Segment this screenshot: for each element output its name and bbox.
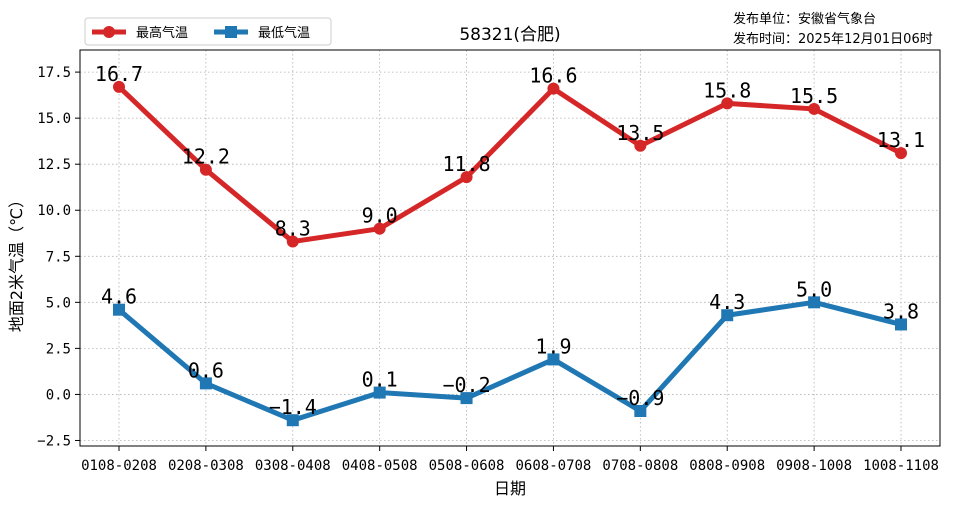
legend-frame [84, 17, 332, 46]
data-point-min [547, 353, 560, 366]
y-tick-label: 5.0 [46, 295, 71, 311]
x-tick-label: 0808-0908 [689, 458, 765, 474]
legend-label-max: 最高气温 [136, 25, 188, 41]
data-label-max: 15.8 [703, 78, 751, 102]
y-tick-label: 0.0 [46, 387, 71, 403]
data-label-max: 8.3 [275, 217, 311, 241]
data-label-min: 0.6 [188, 358, 224, 382]
data-label-max: 16.6 [529, 64, 577, 88]
chart-title: 58321(合肥) [459, 25, 560, 45]
x-tick-label: 0408-0508 [342, 458, 418, 474]
data-label-min: 5.0 [796, 277, 832, 301]
data-label-min: −1.4 [269, 395, 317, 419]
y-tick-label: 12.5 [37, 157, 71, 173]
legend-marker-max [103, 26, 115, 38]
publisher-unit: 发布单位：安徽省气象台 [733, 11, 876, 27]
y-tick-label: 7.5 [46, 249, 71, 265]
data-point-max [721, 97, 734, 110]
data-point-min [460, 392, 473, 405]
data-point-max [895, 147, 907, 160]
y-tick-label: 17.5 [37, 65, 71, 81]
data-point-max [286, 235, 299, 248]
legend-label-min: 最低气温 [258, 25, 310, 41]
legend-marker-min [225, 26, 237, 38]
y-tick-label: 15.0 [37, 111, 71, 127]
data-label-max: 9.0 [362, 204, 398, 228]
grid [80, 50, 940, 446]
data-point-min [895, 318, 907, 331]
data-point-min [721, 309, 734, 322]
data-label-max: 15.5 [790, 84, 838, 108]
y-tick-label: 2.5 [46, 341, 71, 357]
data-point-max [634, 139, 647, 152]
data-label-min: 0.1 [362, 368, 398, 392]
data-point-max [547, 82, 560, 95]
data-label-min: 3.8 [883, 299, 919, 323]
y-tick-label: 10.0 [37, 203, 71, 219]
data-point-max [808, 102, 821, 115]
data-point-min [373, 386, 386, 399]
x-tick-label: 0708-0808 [602, 458, 678, 474]
series-layer [113, 80, 907, 427]
y-tick-label: −2.5 [37, 433, 71, 449]
x-tick-label: 0108-0208 [81, 458, 157, 474]
legend: 最高气温 最低气温 [84, 17, 332, 46]
x-tick-label: 0308-0408 [255, 458, 331, 474]
legend-items: 最高气温 最低气温 [92, 25, 310, 41]
data-labels: 16.7 12.2 8.3 9.0 11.8 16.6 13.5 15.8 15.5 13.1 4.… [95, 62, 925, 419]
x-tick-label: 0608-0708 [516, 458, 592, 474]
data-label-min: 1.9 [535, 334, 571, 358]
data-label-min: −0.9 [616, 386, 664, 410]
y-axis-ticks: −2.5 0.0 2.5 5.0 7.5 10.0 12.5 15.0 17.5 [37, 65, 80, 449]
data-point-min [286, 414, 299, 427]
data-label-max: 16.7 [95, 62, 143, 86]
series-line-max [116, 84, 904, 245]
x-tick-label: 0508-0608 [429, 458, 505, 474]
data-label-max: 13.1 [877, 128, 925, 152]
data-point-min [808, 296, 821, 309]
data-point-min [113, 303, 125, 316]
plot-frame [79, 49, 941, 447]
data-point-min [199, 377, 212, 390]
data-label-max: 11.8 [442, 152, 490, 176]
x-axis-ticks: 0108-0208 0208-0308 0308-0408 0408-0508 0508… [81, 446, 939, 474]
data-label-min: 4.3 [709, 290, 745, 314]
series-line-min [116, 299, 904, 423]
x-tick-label: 0908-1008 [776, 458, 852, 474]
x-tick-label: 1008-1108 [863, 458, 939, 474]
data-point-max [199, 163, 212, 176]
x-tick-label: 0208-0308 [168, 458, 244, 474]
data-point-max [113, 80, 125, 93]
publisher-time: 发布时间：2025年12月01日06时 [733, 31, 933, 47]
x-axis-label: 日期 [494, 479, 526, 498]
data-label-max: 12.2 [182, 145, 230, 169]
data-label-min: −0.2 [442, 373, 490, 397]
data-label-max: 13.5 [616, 121, 664, 145]
data-point-max [373, 222, 386, 235]
y-axis-label: 地面2米气温（℃） [7, 192, 26, 332]
data-label-min: 4.6 [101, 285, 137, 309]
data-point-max [460, 171, 473, 184]
data-point-min [634, 405, 647, 418]
